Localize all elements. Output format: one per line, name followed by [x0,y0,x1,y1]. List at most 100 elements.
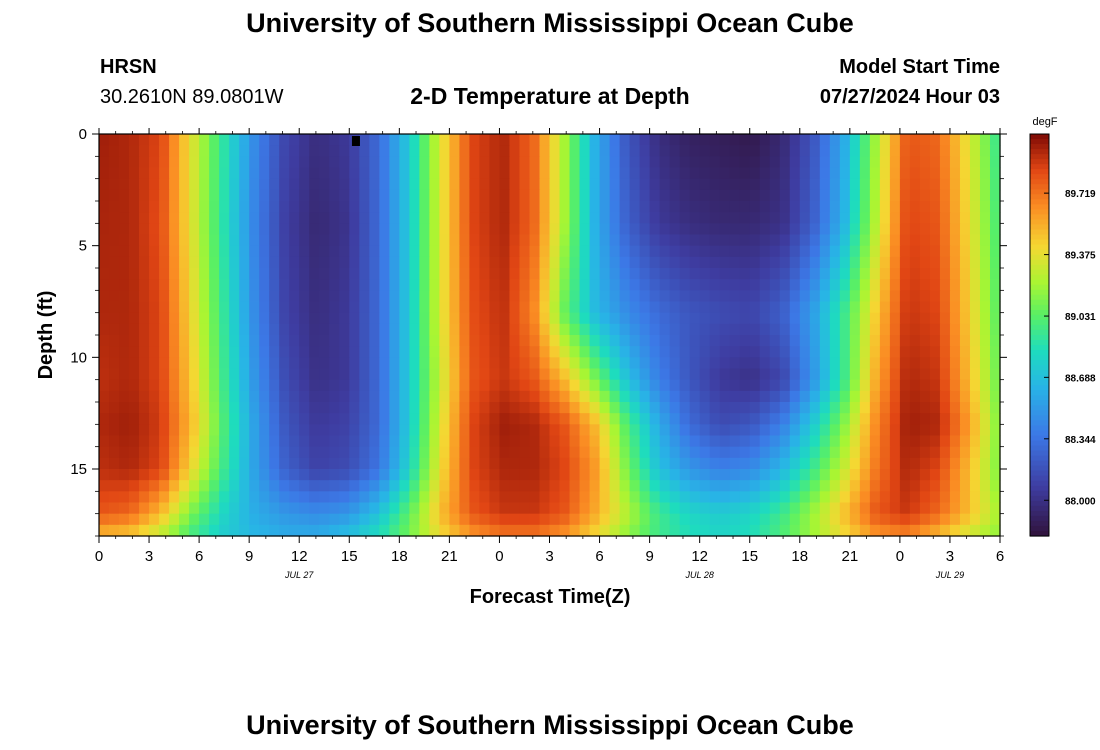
heatmap-cell [929,223,941,236]
heatmap-cell [889,402,901,414]
heatmap-cell [639,145,651,157]
heatmap-cell [209,156,220,169]
heatmap-cell [169,335,180,347]
heatmap-cell [339,513,350,526]
heatmap-cell [519,335,531,347]
heatmap-cell [729,189,741,202]
heatmap-cell [729,201,741,213]
heatmap-cell [149,234,160,247]
heatmap-cell [239,167,250,180]
heatmap-cell [359,491,370,504]
heatmap-cell [409,201,420,213]
heatmap-cell [439,335,450,347]
heatmap-cell [649,491,661,504]
heatmap-cell [729,390,741,403]
heatmap-cell [519,223,531,236]
heatmap-cell [429,457,440,470]
heatmap-cell [759,446,771,459]
heatmap-cell [739,256,751,269]
heatmap-cell [909,256,921,269]
heatmap-cell [459,167,471,180]
heatmap-cell [689,212,701,224]
heatmap-cell [819,145,831,157]
heatmap-cell [739,268,751,280]
heatmap-cell [709,457,721,470]
heatmap-cell [339,379,350,392]
heatmap-cell [789,323,801,336]
heatmap-cell [929,390,941,403]
heatmap-cell [509,379,521,392]
heatmap-cell [119,469,130,481]
heatmap-cell [189,312,200,325]
heatmap-cell [659,457,671,470]
heatmap-cell [99,368,110,381]
heatmap-cell [799,189,811,202]
heatmap-cell [709,524,721,537]
heatmap-cell [949,335,961,347]
heatmap-cell [749,245,761,258]
heatmap-cell [719,312,731,325]
heatmap-cell [629,368,641,381]
heatmap-cell [969,457,981,470]
heatmap-cell [519,245,531,258]
heatmap-cell [859,335,871,347]
heatmap-cell [449,379,460,392]
heatmap-cell [449,390,460,403]
heatmap-cell [989,178,1001,191]
heatmap-cell [849,480,861,492]
heatmap-cell [549,145,561,157]
heatmap-cell [989,167,1001,180]
heatmap-cell [189,413,200,425]
heatmap-cell [169,279,180,291]
heatmap-cell [579,189,591,202]
heatmap-cell [169,256,180,269]
colorbar-swatch [1030,360,1049,366]
heatmap-cell [849,491,861,504]
heatmap-cell [589,413,601,425]
heatmap-cell [869,201,881,213]
heatmap-cell [889,201,901,213]
heatmap-cell [859,424,871,437]
heatmap-cell [609,256,621,269]
heatmap-cell [189,435,200,448]
colorbar-swatch [1030,229,1049,236]
heatmap-cell [269,323,280,336]
heatmap-cell [169,167,180,180]
heatmap-cell [479,513,491,526]
colorbar-unit: degF [1032,116,1057,128]
heatmap-cell [869,502,881,515]
heatmap-cell [359,268,370,280]
heatmap-cell [629,491,641,504]
heatmap-cell [189,212,200,224]
heatmap-cell [959,279,971,291]
heatmap-cell [969,189,981,202]
heatmap-cell [789,279,801,291]
heatmap-cell [629,469,641,481]
heatmap-cell [269,513,280,526]
heatmap-cell [879,279,891,291]
heatmap-cell [269,156,280,169]
heatmap-cell [919,312,931,325]
heatmap-cell [279,424,290,437]
heatmap-cell [799,390,811,403]
heatmap-cell [309,268,320,280]
heatmap-cell [479,145,491,157]
heatmap-cell [129,357,140,370]
heatmap-cell [879,201,891,213]
heatmap-cell [759,167,771,180]
heatmap-cell [949,178,961,191]
heatmap-cell [839,301,851,314]
heatmap-cell [589,457,601,470]
heatmap-cell [249,346,260,358]
heatmap-cell [459,435,471,448]
heatmap-cell [129,435,140,448]
heatmap-cell [599,223,611,236]
heatmap-cell [799,167,811,180]
heatmap-cell [759,245,771,258]
heatmap-cell [449,513,460,526]
heatmap-cell [129,346,140,358]
heatmap-cell [559,424,571,437]
heatmap-cell [929,301,941,314]
heatmap-cell [719,480,731,492]
heatmap-cell [329,390,340,403]
